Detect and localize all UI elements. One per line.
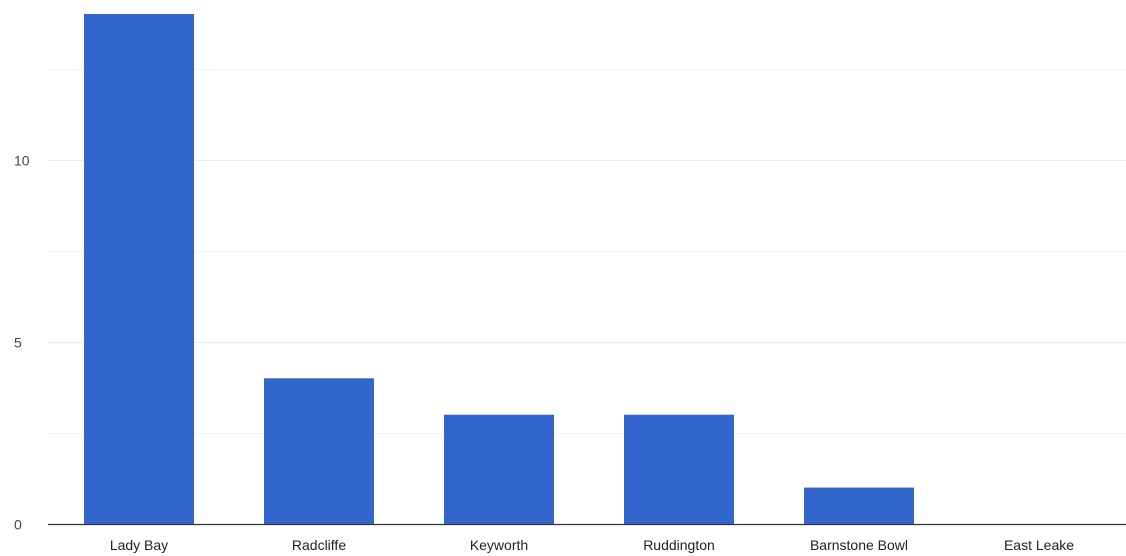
x-tick-label-ruddington: Ruddington xyxy=(643,537,715,553)
bar-ruddington xyxy=(624,414,734,524)
labels: 0 5 10 Lady Bay Radcliffe Keyworth Ruddington B… xyxy=(14,153,1074,554)
y-tick-label-10: 10 xyxy=(14,153,30,169)
y-tick-label-0: 0 xyxy=(14,517,22,533)
y-tick-label-5: 5 xyxy=(14,335,22,351)
bars xyxy=(84,14,914,524)
x-tick-label-radcliffe: Radcliffe xyxy=(292,537,346,553)
x-tick-label-keyworth: Keyworth xyxy=(470,537,528,553)
bar-lady-bay xyxy=(84,14,194,524)
bar-barnstone-bowl xyxy=(804,487,914,524)
x-tick-label-east-leake: East Leake xyxy=(1004,537,1074,553)
bar-keyworth xyxy=(444,414,554,524)
gridlines xyxy=(48,69,1126,434)
bar-radcliffe xyxy=(264,378,374,524)
x-tick-label-lady-bay: Lady Bay xyxy=(110,537,168,553)
x-tick-label-barnstone-bowl: Barnstone Bowl xyxy=(810,537,908,553)
